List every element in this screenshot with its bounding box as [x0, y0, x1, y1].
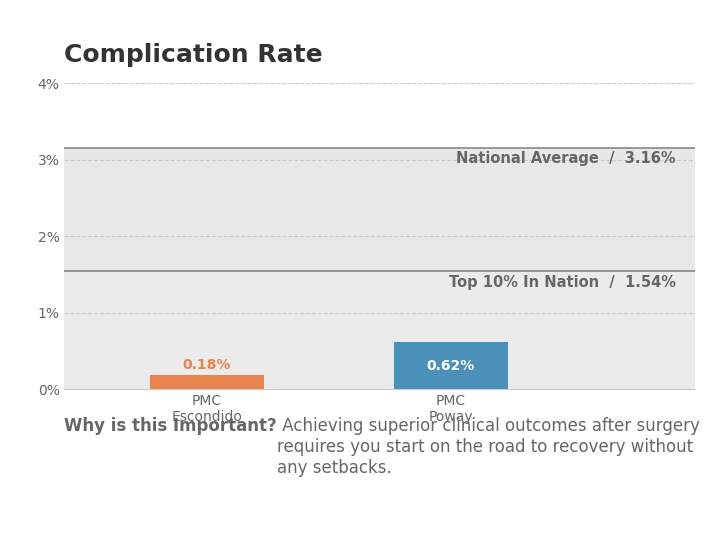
Text: Achieving superior clinical outcomes after surgery requires you start on the roa: Achieving superior clinical outcomes aft…	[277, 417, 700, 476]
Bar	[64, 147, 695, 271]
Text: Complication Rate: Complication Rate	[64, 43, 323, 67]
Text: 0.18%: 0.18%	[183, 359, 231, 373]
Bar	[150, 375, 263, 389]
Text: Why is this Important?: Why is this Important?	[64, 417, 277, 435]
Text: 0.62%: 0.62%	[427, 359, 475, 373]
Bar	[394, 342, 508, 389]
Bar	[64, 271, 695, 389]
Text: National Average  /  3.16%: National Average / 3.16%	[456, 151, 676, 166]
Text: Top 10% In Nation  /  1.54%: Top 10% In Nation / 1.54%	[449, 275, 676, 290]
